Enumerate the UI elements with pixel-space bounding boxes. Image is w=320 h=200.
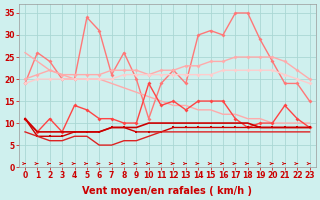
X-axis label: Vent moyen/en rafales ( km/h ): Vent moyen/en rafales ( km/h ) <box>82 186 252 196</box>
